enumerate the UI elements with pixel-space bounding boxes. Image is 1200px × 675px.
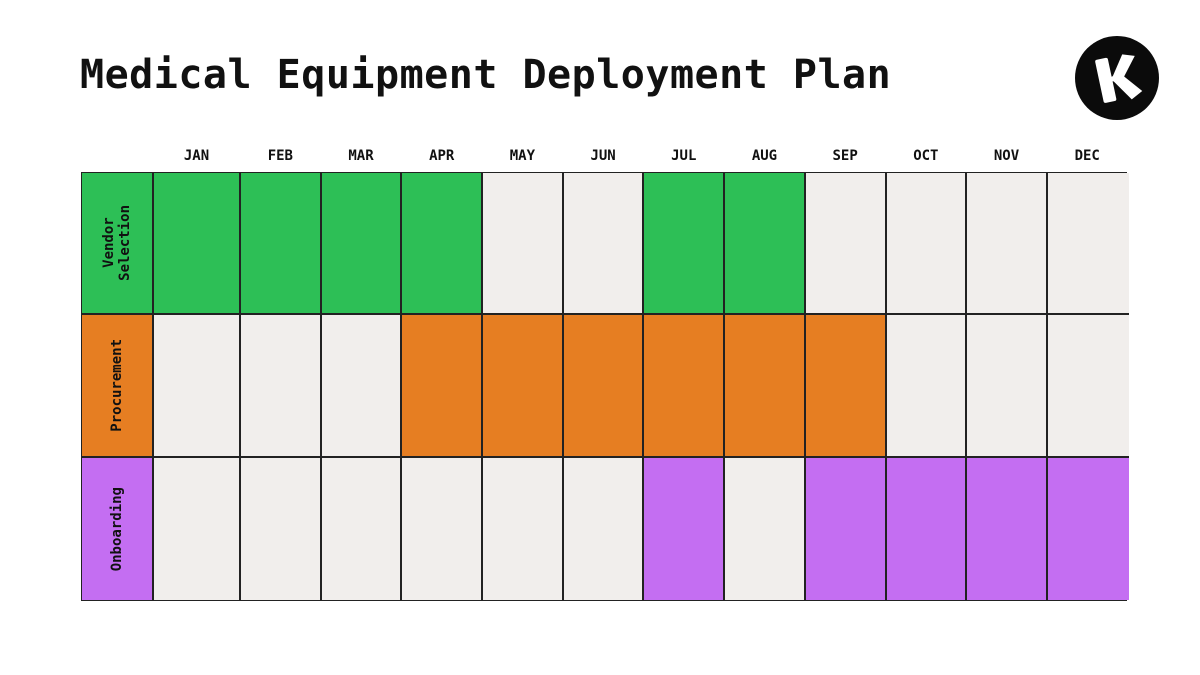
- schedule-cell-jan: [154, 315, 241, 458]
- schedule-cell-nov: [967, 457, 1048, 600]
- month-header-jan: JAN: [183, 148, 210, 164]
- row-label: Vendor Selection: [101, 205, 133, 282]
- row-label: Procurement: [109, 339, 125, 432]
- schedule-cell-may: [483, 315, 564, 458]
- schedule-cell-dec: [1047, 315, 1129, 458]
- schedule-cell-mar: [321, 315, 403, 458]
- schedule-cell-sep: [805, 457, 887, 600]
- schedule-cell-feb: [241, 173, 322, 316]
- schedule-cell-nov: [967, 315, 1048, 458]
- month-header-oct: OCT: [913, 148, 939, 164]
- row-label-cell: Vendor Selection: [82, 173, 154, 316]
- schedule-cell-apr: [402, 315, 484, 458]
- schedule-cell-oct: [886, 457, 968, 600]
- schedule-cell-mar: [321, 457, 403, 600]
- month-header-dec: DEC: [1074, 148, 1100, 164]
- schedule-cell-apr: [402, 173, 484, 316]
- k-logo-icon: [1075, 36, 1159, 120]
- month-header-row: JAN FEB MAR APR MAY JUN JUL AUG SEP OCT NOV DEC: [153, 145, 1128, 167]
- schedule-cell-apr: [402, 457, 484, 600]
- schedule-cell-nov: [967, 173, 1048, 316]
- k-logo-icon-graphic: [1095, 54, 1143, 103]
- schedule-cell-aug: [725, 173, 806, 316]
- schedule-cell-dec: [1047, 173, 1129, 316]
- schedule-cell-feb: [241, 457, 322, 600]
- schedule-cell-mar: [321, 173, 403, 316]
- schedule-cell-aug: [725, 315, 806, 458]
- schedule-cell-jun: [563, 315, 645, 458]
- month-header-nov: NOV: [993, 148, 1020, 164]
- month-header-sep: SEP: [832, 148, 858, 164]
- month-header-apr: APR: [429, 148, 455, 164]
- schedule-cell-sep: [805, 173, 887, 316]
- schedule-cell-jun: [563, 173, 645, 316]
- schedule-cell-jul: [644, 173, 726, 316]
- month-header-jun: JUN: [590, 148, 616, 164]
- schedule-cell-jul: [644, 315, 726, 458]
- schedule-cell-jul: [644, 457, 726, 600]
- row-label-cell: Procurement: [82, 315, 154, 458]
- schedule-cell-oct: [886, 173, 968, 316]
- row-label-cell: Onboarding: [82, 457, 154, 600]
- row-label: Onboarding: [109, 486, 125, 571]
- month-header-mar: MAR: [348, 148, 374, 164]
- schedule-cell-may: [483, 457, 564, 600]
- schedule-cell-oct: [886, 315, 968, 458]
- schedule-cell-feb: [241, 315, 322, 458]
- month-header-aug: AUG: [751, 148, 778, 164]
- month-header-feb: FEB: [267, 148, 293, 164]
- month-header-may: MAY: [509, 148, 536, 164]
- schedule-cell-aug: [725, 457, 806, 600]
- schedule-cell-dec: [1047, 457, 1129, 600]
- schedule-cell-may: [483, 173, 564, 316]
- schedule-cell-jun: [563, 457, 645, 600]
- timeline-grid: Vendor Selection Procurement Onboarding: [81, 172, 1129, 601]
- schedule-cell-jan: [154, 173, 241, 316]
- page-title: Medical Equipment Deployment Plan: [80, 52, 892, 98]
- schedule-cell-jan: [154, 457, 241, 600]
- month-header-jul: JUL: [671, 148, 697, 164]
- schedule-cell-sep: [805, 315, 887, 458]
